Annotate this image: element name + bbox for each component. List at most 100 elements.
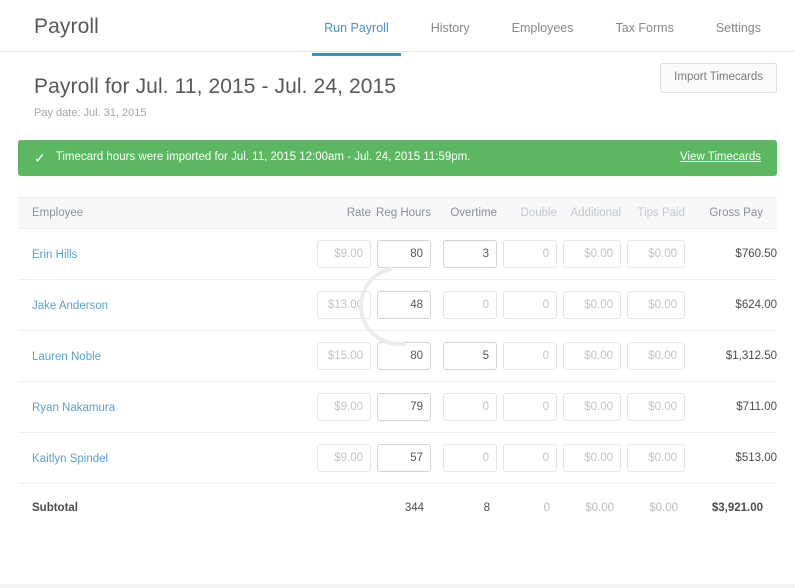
employee-link[interactable]: Lauren Noble (32, 351, 102, 364)
view-timecards-link[interactable]: View Timecards (680, 151, 761, 164)
employee-link[interactable]: Jake Anderson (32, 300, 109, 313)
double-cell: 0 (497, 279, 557, 332)
employee-name-cell: Jake Anderson (18, 279, 311, 332)
employee-link[interactable]: Ryan Nakamura (32, 402, 116, 415)
page-title: Payroll for Jul. 11, 2015 - Jul. 24, 201… (34, 75, 397, 98)
double-input[interactable]: 0 (503, 240, 557, 269)
column-header-double: Double (497, 197, 557, 230)
overtime-cell: 0 (431, 279, 497, 332)
overtime-input[interactable]: 0 (443, 291, 497, 320)
tab-history[interactable]: History (430, 21, 470, 35)
column-header-gross-pay: Gross Pay (685, 197, 777, 230)
subtotal-rate (311, 484, 371, 533)
column-header-overtime: Overtime (431, 197, 497, 230)
tips-paid-cell: $0.00 (621, 381, 685, 434)
tips-paid-input[interactable]: $0.00 (627, 444, 685, 473)
double-input[interactable]: 0 (503, 291, 557, 320)
reg-hours-cell: 79 (371, 381, 431, 434)
reg-hours-input[interactable]: 79 (377, 393, 431, 422)
reg-hours-input[interactable]: 57 (377, 444, 431, 473)
table-header-row: Employee Rate Reg Hours Overtime Double … (18, 197, 777, 230)
additional-cell: $0.00 (557, 228, 621, 281)
rate-input[interactable]: $15.00 (317, 342, 371, 371)
rate-cell: $9.00 (311, 228, 371, 281)
additional-input[interactable]: $0.00 (563, 444, 621, 473)
tips-paid-input[interactable]: $0.00 (627, 393, 685, 422)
overtime-input[interactable]: 0 (443, 444, 497, 473)
rate-input[interactable]: $13.00 (317, 291, 371, 320)
table-row: Jake Anderson $13.00 48 0 0 $0 (18, 279, 777, 332)
double-input[interactable]: 0 (503, 444, 557, 473)
table-row: Lauren Noble $15.00 80 5 0 $0. (18, 330, 777, 383)
subtotal-label: Subtotal (32, 502, 78, 515)
overtime-cell: 5 (431, 330, 497, 383)
tips-paid-input[interactable]: $0.00 (627, 240, 685, 269)
employee-link[interactable]: Kaitlyn Spindel (32, 453, 109, 466)
tips-paid-cell: $0.00 (621, 330, 685, 383)
tab-run-payroll[interactable]: Run Payroll (312, 21, 401, 55)
rate-cell: $9.00 (311, 381, 371, 434)
overtime-cell: 0 (431, 432, 497, 485)
additional-input[interactable]: $0.00 (563, 342, 621, 371)
tab-settings[interactable]: Settings (715, 21, 761, 35)
reg-hours-input[interactable]: 80 (377, 342, 431, 371)
payroll-table-container: Employee Rate Reg Hours Overtime Double … (18, 197, 777, 532)
overtime-input[interactable]: 5 (443, 342, 497, 371)
column-header-tips-paid: Tips Paid (621, 197, 685, 230)
tab-tax-forms[interactable]: Tax Forms (615, 21, 674, 35)
additional-input[interactable]: $0.00 (563, 240, 621, 269)
overtime-cell: 0 (431, 381, 497, 434)
table-row: Erin Hills $9.00 80 3 0 $0.00 (18, 228, 777, 281)
employee-link[interactable]: Erin Hills (32, 249, 78, 262)
main-nav: Run Payroll History Employees Tax Forms … (312, 0, 761, 55)
subtotal-gross-pay: $3,921.00 (711, 502, 763, 515)
tips-paid-input[interactable]: $0.00 (627, 342, 685, 371)
additional-input[interactable]: $0.00 (563, 291, 621, 320)
employee-name-cell: Erin Hills (18, 228, 311, 281)
subtotal-additional: $0.00 (585, 502, 614, 515)
rate-cell: $9.00 (311, 432, 371, 485)
gross-pay-value: $760.50 (685, 228, 777, 281)
employee-name-cell: Lauren Noble (18, 330, 311, 383)
employee-name-cell: Kaitlyn Spindel (18, 432, 311, 485)
table-row: Ryan Nakamura $9.00 79 0 0 $0. (18, 381, 777, 434)
subtotal-overtime: 8 (483, 502, 490, 515)
rate-cell: $15.00 (311, 330, 371, 383)
subtotal-row: Subtotal 344 8 0 $0.00 $0.00 $3,921.00 (18, 484, 777, 533)
app-title: Payroll (34, 15, 99, 38)
rate-input[interactable]: $9.00 (317, 240, 371, 269)
additional-input[interactable]: $0.00 (563, 393, 621, 422)
rate-input[interactable]: $9.00 (317, 393, 371, 422)
column-header-rate: Rate (311, 197, 371, 230)
double-input[interactable]: 0 (503, 393, 557, 422)
double-cell: 0 (497, 330, 557, 383)
overtime-cell: 3 (431, 228, 497, 281)
column-header-additional: Additional (557, 197, 621, 230)
top-navigation-bar: Payroll Run Payroll History Employees Ta… (0, 0, 795, 55)
double-cell: 0 (497, 228, 557, 281)
reg-hours-input[interactable]: 48 (377, 291, 431, 320)
reg-hours-input[interactable]: 80 (377, 240, 431, 269)
tab-employees[interactable]: Employees (511, 21, 574, 35)
tips-paid-cell: $0.00 (621, 432, 685, 485)
tips-paid-cell: $0.00 (621, 279, 685, 332)
double-cell: 0 (497, 381, 557, 434)
tips-paid-input[interactable]: $0.00 (627, 291, 685, 320)
employee-name-cell: Ryan Nakamura (18, 381, 311, 434)
page-heading-section: Payroll for Jul. 11, 2015 - Jul. 24, 201… (0, 52, 795, 119)
column-header-reg-hours: Reg Hours (371, 197, 431, 230)
gross-pay-value: $711.00 (685, 381, 777, 434)
double-input[interactable]: 0 (503, 342, 557, 371)
rate-input[interactable]: $9.00 (317, 444, 371, 473)
overtime-input[interactable]: 3 (443, 240, 497, 269)
additional-cell: $0.00 (557, 432, 621, 485)
additional-cell: $0.00 (557, 330, 621, 383)
reg-hours-cell: 80 (371, 330, 431, 383)
overtime-input[interactable]: 0 (443, 393, 497, 422)
gross-pay-value: $624.00 (685, 279, 777, 332)
import-timecards-button[interactable]: Import Timecards (660, 63, 777, 93)
column-header-employee: Employee (18, 197, 311, 230)
timecard-import-banner: ✓ Timecard hours were imported for Jul. … (18, 140, 777, 177)
subtotal-tips-paid: $0.00 (649, 502, 678, 515)
